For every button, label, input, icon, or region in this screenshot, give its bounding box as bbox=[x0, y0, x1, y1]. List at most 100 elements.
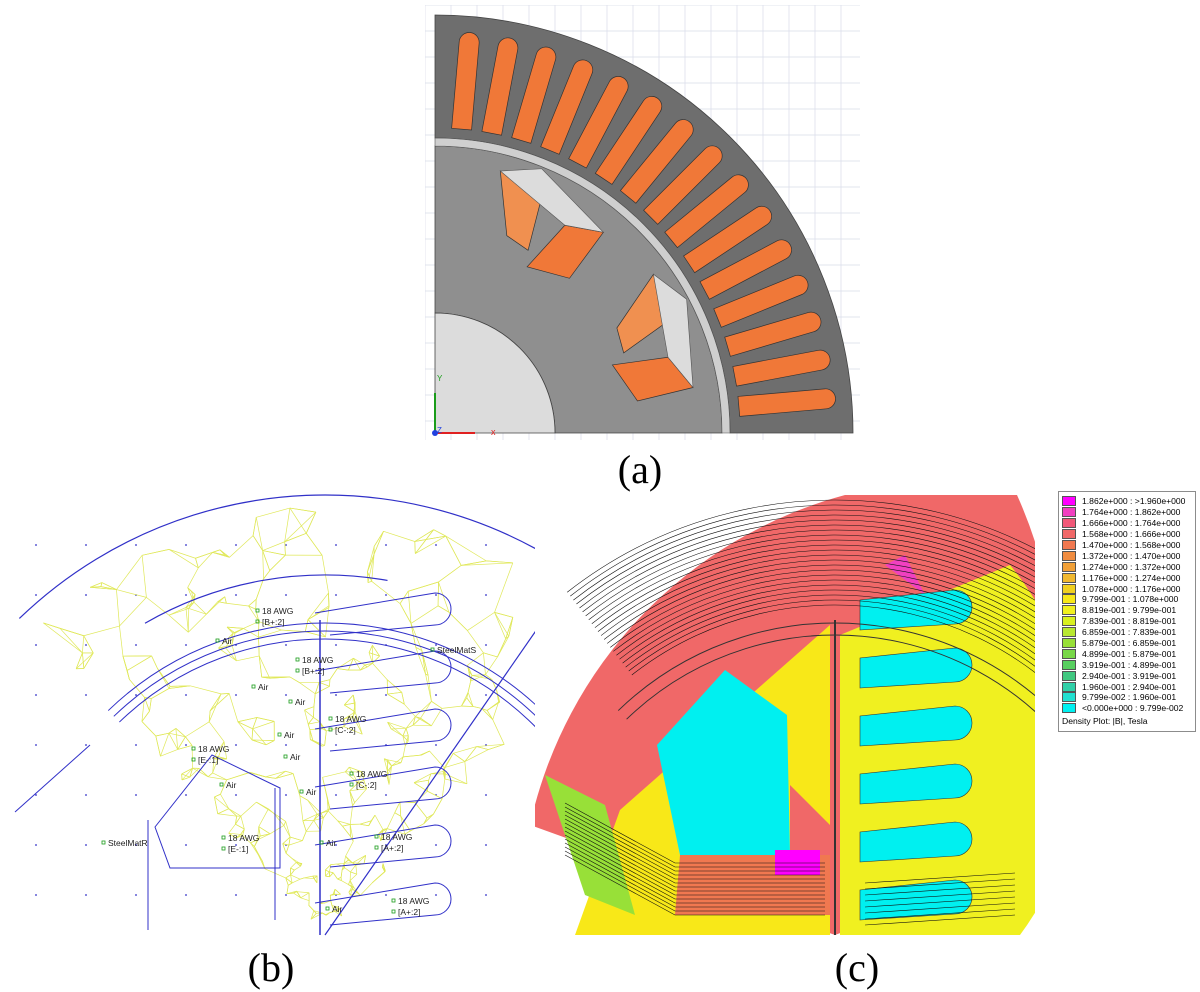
flux-barrier bbox=[499, 168, 605, 233]
flux-line bbox=[597, 549, 1035, 632]
mesh-edge bbox=[168, 732, 186, 738]
stator-slot-outline bbox=[314, 708, 452, 752]
legend-row: 6.859e-001 : 7.839e-001 bbox=[1062, 627, 1192, 638]
grid-dot bbox=[285, 744, 287, 746]
outer-boundary bbox=[18, 494, 535, 619]
mesh-edge bbox=[262, 550, 271, 571]
mesh-edge bbox=[169, 685, 191, 689]
air-gap-boundary bbox=[113, 630, 535, 717]
block-label: Air bbox=[258, 682, 269, 692]
block-label: 18 AWG bbox=[335, 714, 366, 724]
grid-dot bbox=[235, 594, 237, 596]
axis-z-label: Z bbox=[437, 426, 442, 435]
magnet-low-field bbox=[657, 670, 790, 855]
mesh-edge bbox=[488, 743, 505, 750]
mesh-edge bbox=[141, 555, 147, 598]
grid-dot bbox=[85, 844, 87, 846]
stator-slot bbox=[737, 388, 836, 417]
mesh-edge bbox=[453, 753, 466, 762]
mesh-edge bbox=[189, 768, 193, 778]
mesh-edge bbox=[321, 555, 329, 594]
mesh-edge bbox=[414, 802, 428, 819]
legend-label: 1.176e+000 : 1.274e+000 bbox=[1082, 572, 1181, 583]
mesh-edge bbox=[155, 732, 169, 737]
mesh-edge bbox=[217, 813, 237, 817]
label-marker bbox=[255, 608, 260, 613]
flux-line bbox=[570, 504, 1035, 597]
mesh-edge bbox=[229, 535, 254, 558]
mesh-edge bbox=[402, 735, 409, 742]
mesh-edge bbox=[307, 619, 326, 638]
mesh-edge bbox=[466, 692, 469, 698]
mesh-edge bbox=[378, 828, 388, 834]
mesh-edge bbox=[260, 833, 271, 837]
mesh-edge bbox=[212, 759, 218, 774]
flux-line bbox=[588, 534, 1035, 621]
mesh-edge bbox=[286, 890, 297, 895]
mesh-edge bbox=[349, 880, 354, 888]
label-marker bbox=[325, 906, 330, 911]
shaft bbox=[434, 312, 556, 434]
flux-line bbox=[864, 872, 1016, 884]
legend-label: 4.899e-001 : 5.879e-001 bbox=[1082, 648, 1177, 659]
mesh-edge bbox=[372, 645, 380, 657]
mesh-edge bbox=[313, 693, 316, 707]
mesh-edge bbox=[296, 890, 301, 898]
flux-line bbox=[573, 509, 1035, 601]
mesh-edge bbox=[310, 739, 313, 741]
density-legend: 1.862e+000 : >1.960e+000 1.764e+000 : 1.8… bbox=[1058, 491, 1196, 732]
grid-dot bbox=[135, 844, 137, 846]
mesh-edge bbox=[391, 727, 407, 730]
mesh-edge bbox=[349, 790, 355, 803]
mesh-edge bbox=[384, 758, 388, 761]
grid-dot bbox=[385, 694, 387, 696]
grid-dot bbox=[35, 544, 37, 546]
mesh-edge bbox=[461, 697, 468, 707]
label-marker bbox=[391, 909, 396, 914]
mesh-edge bbox=[141, 697, 145, 722]
mesh-edge bbox=[453, 746, 477, 754]
mesh-edge bbox=[349, 873, 358, 881]
mesh-edge bbox=[255, 578, 264, 600]
grid-dot bbox=[85, 694, 87, 696]
mesh-edge bbox=[315, 686, 330, 695]
mesh-edge bbox=[206, 601, 219, 615]
mesh-edge bbox=[349, 805, 353, 825]
stator-inner-boundary bbox=[107, 622, 535, 711]
mesh-edge bbox=[327, 810, 338, 822]
label-marker bbox=[349, 771, 354, 776]
mesh-edge bbox=[327, 808, 331, 812]
mesh-edge bbox=[494, 612, 513, 618]
mesh-edge bbox=[288, 840, 303, 846]
grid-dot bbox=[35, 844, 37, 846]
mesh-edge bbox=[168, 549, 196, 559]
mesh-edge bbox=[404, 703, 416, 717]
mesh-edge bbox=[403, 754, 421, 758]
flux-line bbox=[864, 896, 1016, 908]
legend-title: Density Plot: |B|, Tesla bbox=[1062, 715, 1148, 726]
mesh-edge bbox=[258, 808, 269, 827]
mesh-edge bbox=[160, 733, 170, 757]
mesh-edge bbox=[302, 831, 307, 841]
panel-b-mesh-view: 18 AWG[B+:2]18 AWG[B+:2]18 AWG[C-:2]18 A… bbox=[14, 494, 535, 936]
mesh-edge bbox=[214, 793, 221, 798]
mesh-edge bbox=[304, 709, 314, 718]
block-label: SteelMatS bbox=[437, 645, 477, 655]
legend-label: 1.862e+000 : >1.960e+000 bbox=[1082, 496, 1186, 507]
flux-line bbox=[625, 594, 1035, 668]
flux-line bbox=[564, 802, 825, 864]
panel-c-boundaries bbox=[617, 620, 1035, 935]
mesh-edge bbox=[386, 812, 396, 829]
mesh-edge bbox=[302, 820, 307, 832]
block-label: 18 AWG bbox=[381, 832, 412, 842]
mesh-edge bbox=[255, 599, 257, 610]
block-label: SteelMatR bbox=[108, 838, 148, 848]
grid-dot bbox=[235, 844, 237, 846]
mesh-edge bbox=[331, 905, 338, 908]
mesh-edge bbox=[265, 770, 286, 778]
grid-dot bbox=[385, 894, 387, 896]
mesh-edge bbox=[348, 892, 351, 896]
mesh-edge bbox=[265, 776, 276, 779]
mesh-edge bbox=[141, 710, 150, 722]
legend-label: 7.839e-001 : 8.819e-001 bbox=[1082, 616, 1177, 627]
